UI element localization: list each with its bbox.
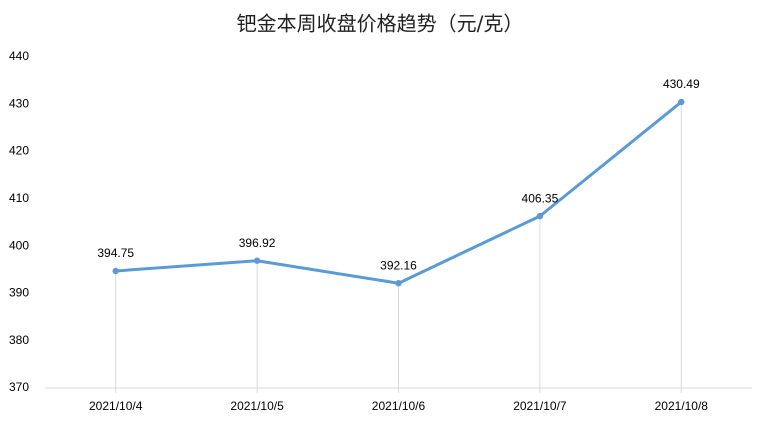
y-tick-label: 440	[9, 49, 29, 63]
y-tick-label: 380	[9, 333, 29, 347]
chart-title: 钯金本周收盘价格趋势（元/克）	[237, 12, 524, 36]
y-tick-label: 400	[9, 238, 29, 252]
y-tick-label: 410	[9, 191, 29, 205]
y-tick-label: 390	[9, 286, 29, 300]
x-tick-label: 2021/10/7	[513, 399, 567, 413]
data-label: 396.92	[239, 236, 276, 250]
y-tick-label: 370	[9, 380, 29, 394]
data-label: 392.16	[380, 258, 417, 272]
data-point	[395, 280, 402, 287]
x-tick-label: 2021/10/5	[230, 399, 284, 413]
data-label: 394.75	[97, 246, 134, 260]
data-point	[112, 267, 119, 275]
data-label: 430.49	[663, 77, 700, 91]
y-tick-label: 430	[9, 96, 29, 110]
data-label: 406.35	[522, 191, 559, 205]
data-point	[536, 212, 544, 220]
data-point	[253, 257, 261, 264]
y-tick-label: 420	[9, 144, 29, 158]
x-tick-label: 2021/10/4	[89, 399, 143, 413]
series-line	[115, 100, 683, 285]
x-tick-label: 2021/10/6	[372, 399, 426, 413]
x-tick-label: 2021/10/8	[655, 399, 709, 413]
data-point	[678, 98, 685, 106]
